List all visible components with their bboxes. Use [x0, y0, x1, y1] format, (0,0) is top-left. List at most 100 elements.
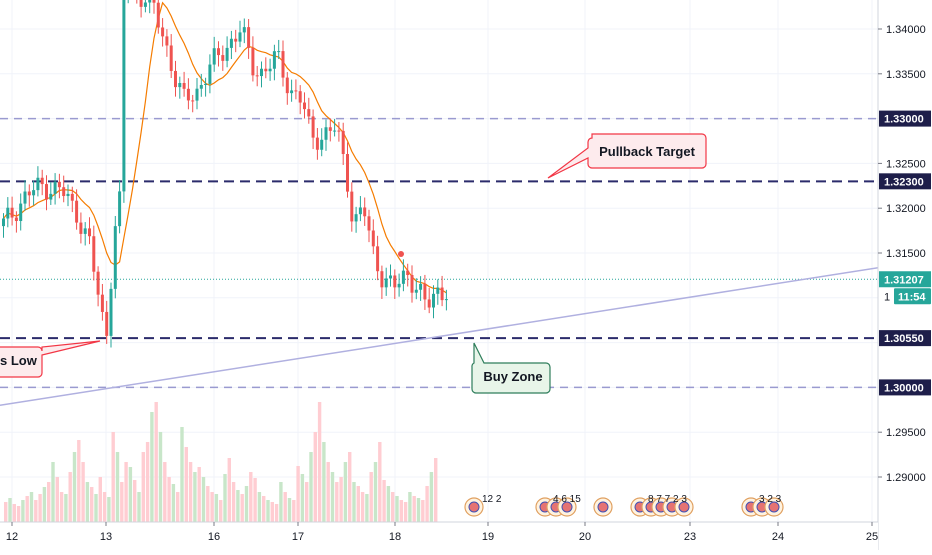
- volume-bar: [434, 458, 438, 522]
- candle-body: [83, 228, 87, 234]
- candle-body: [324, 127, 328, 140]
- volume-bar: [317, 402, 322, 522]
- time-tick-label: 16: [208, 531, 220, 543]
- candle-body: [14, 217, 18, 222]
- candle-body: [410, 275, 414, 293]
- volume-bar: [274, 504, 279, 522]
- volume-bar: [42, 487, 47, 522]
- event-marker-group[interactable]: 4 6 15: [535, 494, 581, 517]
- candle-body: [436, 287, 440, 294]
- candle-body: [49, 193, 53, 200]
- candle-body: [208, 64, 212, 84]
- event-marker-group[interactable]: 3 2 3: [741, 494, 784, 517]
- annotation-callouts[interactable]: Pullback Target Buy Zone s Low: [0, 133, 707, 394]
- candle-body: [247, 27, 251, 48]
- volume-bar: [343, 462, 348, 522]
- time-tick-label: 25: [866, 531, 878, 543]
- volume-bar: [382, 480, 386, 522]
- volume-bar: [16, 506, 21, 522]
- candle-body: [204, 83, 208, 85]
- pullback-target-callout[interactable]: Pullback Target: [547, 133, 707, 179]
- volume-bar: [206, 486, 210, 522]
- candle-body: [79, 222, 83, 234]
- volume-bar: [292, 500, 296, 522]
- volume-bar: [330, 472, 335, 522]
- candle-body: [294, 90, 298, 92]
- volume-bar: [352, 482, 356, 522]
- volume-bar: [219, 500, 223, 522]
- volume-bar: [68, 472, 72, 522]
- time-tick-label: 18: [389, 531, 401, 543]
- volume-bar: [145, 442, 150, 522]
- candle-body: [70, 193, 74, 201]
- level-tag-label: 1.30000: [884, 382, 924, 394]
- candle-body: [169, 45, 173, 71]
- flag-icon-inner: [468, 501, 480, 513]
- time-tick-label: 12: [6, 531, 18, 543]
- level-tag: [879, 110, 931, 127]
- candle-body: [397, 283, 401, 288]
- volume-bar: [77, 440, 81, 522]
- event-marker-group[interactable]: 12 2: [464, 494, 502, 517]
- pullback-target-bubble: [547, 133, 707, 179]
- price-tick-label: 1.31500: [886, 248, 926, 260]
- volume-bar: [25, 496, 29, 522]
- volume-bar: [287, 498, 292, 522]
- event-marker-label: 8 7 7 2 3: [648, 494, 687, 505]
- previous-low-label: s Low: [0, 353, 38, 368]
- volume-bar: [111, 432, 115, 522]
- candle-body: [440, 287, 444, 301]
- volume-bar: [29, 492, 34, 522]
- volume-bar: [378, 442, 382, 522]
- volume-bar: [326, 462, 330, 522]
- volume-bar: [141, 452, 145, 522]
- volume-bar: [163, 462, 167, 522]
- volume-bar: [244, 486, 249, 522]
- event-marker-group[interactable]: 8 7 7 2 3: [630, 494, 694, 517]
- volume-bar: [21, 500, 25, 522]
- volume-bar: [356, 486, 360, 522]
- candle-body: [148, 0, 152, 3]
- candle-body: [419, 283, 423, 290]
- time-axis[interactable]: 12 13 16 17 18 19 20 23 24 25: [0, 521, 878, 550]
- volume-bars: [4, 402, 438, 522]
- event-markers[interactable]: 12 2 4 6 15 8 7 7 2 3 3 2 3: [464, 494, 784, 517]
- price-tick-label: 1.29500: [886, 427, 926, 439]
- candle-body: [238, 32, 242, 42]
- volume-bar: [120, 482, 124, 522]
- candle-body: [380, 271, 384, 288]
- previous-low-callout[interactable]: s Low: [0, 340, 101, 378]
- volume-bar: [154, 402, 158, 522]
- pullback-target-label: Pullback Target: [599, 144, 696, 159]
- candle-body: [371, 230, 375, 247]
- volume-bar: [365, 494, 369, 522]
- volume-bar: [309, 452, 313, 522]
- rising-trendline[interactable]: [0, 258, 932, 407]
- volume-bar: [399, 500, 403, 522]
- level-tag: [879, 173, 931, 190]
- event-marker-group[interactable]: [593, 497, 613, 517]
- volume-bar: [210, 492, 214, 522]
- candle-body: [27, 191, 31, 196]
- volume-bar: [51, 462, 55, 522]
- volume-bar: [335, 482, 339, 522]
- volume-bar: [176, 492, 180, 522]
- volume-bar: [348, 452, 352, 522]
- volume-bar: [8, 498, 12, 522]
- volume-bar: [4, 502, 8, 522]
- candle-body: [290, 90, 294, 94]
- buy-zone-callout[interactable]: Buy Zone: [471, 342, 551, 394]
- price-axis[interactable]: 1.34000 1.33500 1.33000 1.32500 1.32300 1.320…: [877, 0, 932, 550]
- moving-average-layer: [3, 1, 447, 294]
- candle-body: [182, 83, 186, 89]
- candle-body: [92, 236, 96, 272]
- candle-body: [6, 207, 10, 219]
- volume-bar: [416, 498, 421, 522]
- volume-bar: [227, 458, 231, 522]
- volume-bar: [403, 502, 408, 522]
- trendline-layer[interactable]: [0, 258, 932, 407]
- volume-bar: [85, 482, 90, 522]
- candle-body: [389, 275, 392, 279]
